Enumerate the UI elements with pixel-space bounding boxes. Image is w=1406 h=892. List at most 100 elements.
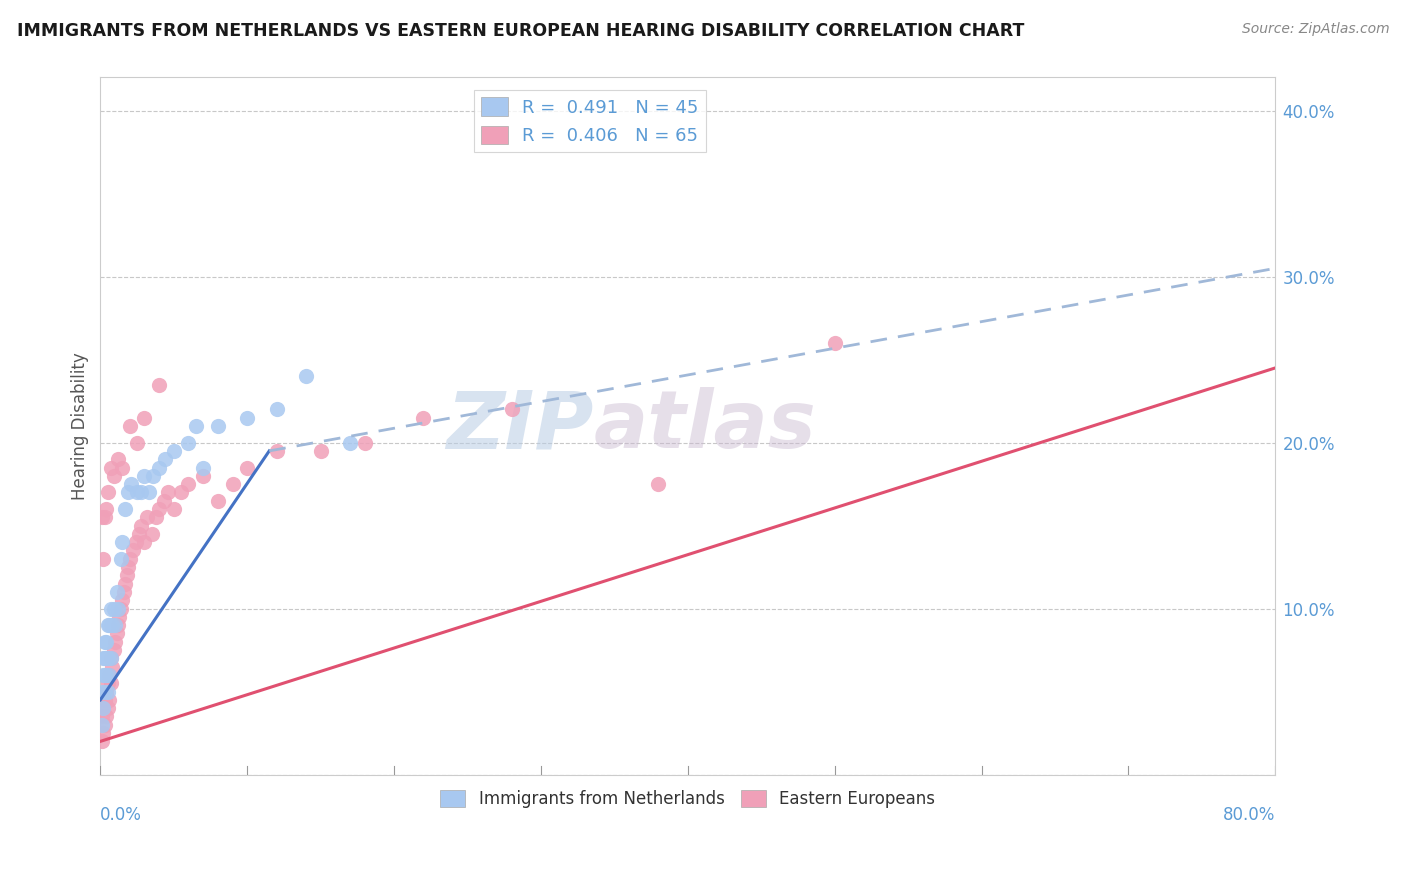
Point: [91, 726, 114, 740]
Point: [191, 460, 214, 475]
Point: [138, 485, 160, 500]
Point: [105, 585, 128, 599]
Point: [96, 502, 118, 516]
Point: [100, 676, 122, 690]
Point: [221, 477, 243, 491]
Point: [96, 634, 118, 648]
Point: [156, 485, 179, 500]
Point: [90, 510, 112, 524]
Point: [145, 510, 167, 524]
Point: [104, 634, 127, 648]
Point: [148, 377, 170, 392]
Point: [184, 419, 207, 434]
Text: ZIP: ZIP: [447, 387, 593, 465]
Point: [153, 452, 176, 467]
Point: [94, 684, 117, 698]
Point: [125, 485, 148, 500]
Point: [134, 468, 156, 483]
Point: [131, 485, 153, 500]
Point: [96, 668, 118, 682]
Point: [136, 510, 159, 524]
Point: [339, 435, 361, 450]
Point: [110, 551, 132, 566]
Point: [114, 576, 136, 591]
Point: [121, 543, 143, 558]
Point: [98, 668, 121, 682]
Point: [97, 701, 120, 715]
Point: [501, 402, 523, 417]
Point: [141, 527, 163, 541]
Point: [91, 701, 114, 715]
Point: [96, 651, 118, 665]
Point: [94, 693, 117, 707]
Point: [100, 651, 122, 665]
Point: [110, 601, 132, 615]
Point: [107, 618, 129, 632]
Point: [152, 493, 174, 508]
Point: [207, 493, 229, 508]
Point: [177, 435, 200, 450]
Point: [91, 668, 114, 682]
Point: [90, 709, 112, 723]
Point: [100, 601, 122, 615]
Point: [107, 601, 129, 615]
Point: [103, 601, 125, 615]
Point: [97, 485, 120, 500]
Point: [207, 419, 229, 434]
Point: [128, 527, 150, 541]
Text: atlas: atlas: [593, 387, 817, 465]
Point: [191, 468, 214, 483]
Point: [100, 651, 122, 665]
Point: [98, 618, 121, 632]
Point: [97, 676, 120, 690]
Point: [142, 468, 165, 483]
Point: [177, 477, 200, 491]
Text: 80.0%: 80.0%: [1223, 806, 1275, 824]
Point: [94, 510, 117, 524]
Point: [115, 568, 138, 582]
Point: [97, 651, 120, 665]
Point: [309, 443, 332, 458]
Point: [117, 485, 139, 500]
Text: 0.0%: 0.0%: [100, 806, 142, 824]
Point: [114, 502, 136, 516]
Point: [90, 718, 112, 732]
Point: [353, 435, 375, 450]
Point: [236, 410, 259, 425]
Point: [97, 618, 120, 632]
Point: [94, 651, 117, 665]
Point: [118, 551, 141, 566]
Point: [647, 477, 669, 491]
Point: [103, 468, 125, 483]
Point: [236, 460, 259, 475]
Point: [90, 684, 112, 698]
Point: [118, 419, 141, 434]
Point: [104, 618, 127, 632]
Point: [112, 585, 135, 599]
Point: [91, 551, 114, 566]
Point: [120, 477, 142, 491]
Point: [131, 518, 153, 533]
Point: [111, 460, 134, 475]
Point: [108, 610, 131, 624]
Point: [97, 684, 120, 698]
Point: [134, 410, 156, 425]
Legend: Immigrants from Netherlands, Eastern Europeans: Immigrants from Netherlands, Eastern Eur…: [433, 783, 942, 815]
Text: IMMIGRANTS FROM NETHERLANDS VS EASTERN EUROPEAN HEARING DISABILITY CORRELATION C: IMMIGRANTS FROM NETHERLANDS VS EASTERN E…: [17, 22, 1024, 40]
Point: [101, 659, 124, 673]
Point: [91, 651, 114, 665]
Text: Source: ZipAtlas.com: Source: ZipAtlas.com: [1241, 22, 1389, 37]
Point: [94, 634, 117, 648]
Point: [98, 693, 121, 707]
Point: [94, 718, 117, 732]
Point: [96, 684, 118, 698]
Point: [117, 560, 139, 574]
Point: [266, 443, 288, 458]
Point: [412, 410, 434, 425]
Point: [148, 502, 170, 516]
Point: [94, 668, 117, 682]
Point: [125, 435, 148, 450]
Point: [107, 452, 129, 467]
Point: [163, 502, 186, 516]
Point: [124, 535, 146, 549]
